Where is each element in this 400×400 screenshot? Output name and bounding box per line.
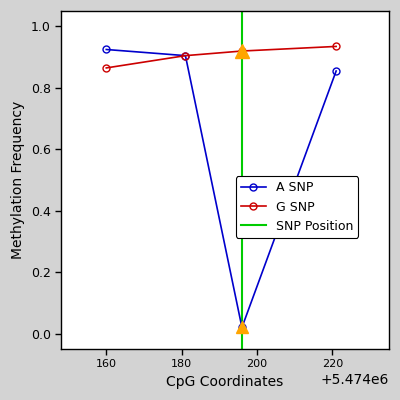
X-axis label: CpG Coordinates: CpG Coordinates — [166, 375, 284, 389]
Y-axis label: Methylation Frequency: Methylation Frequency — [11, 101, 25, 259]
Legend: A SNP, G SNP, SNP Position: A SNP, G SNP, SNP Position — [236, 176, 358, 238]
